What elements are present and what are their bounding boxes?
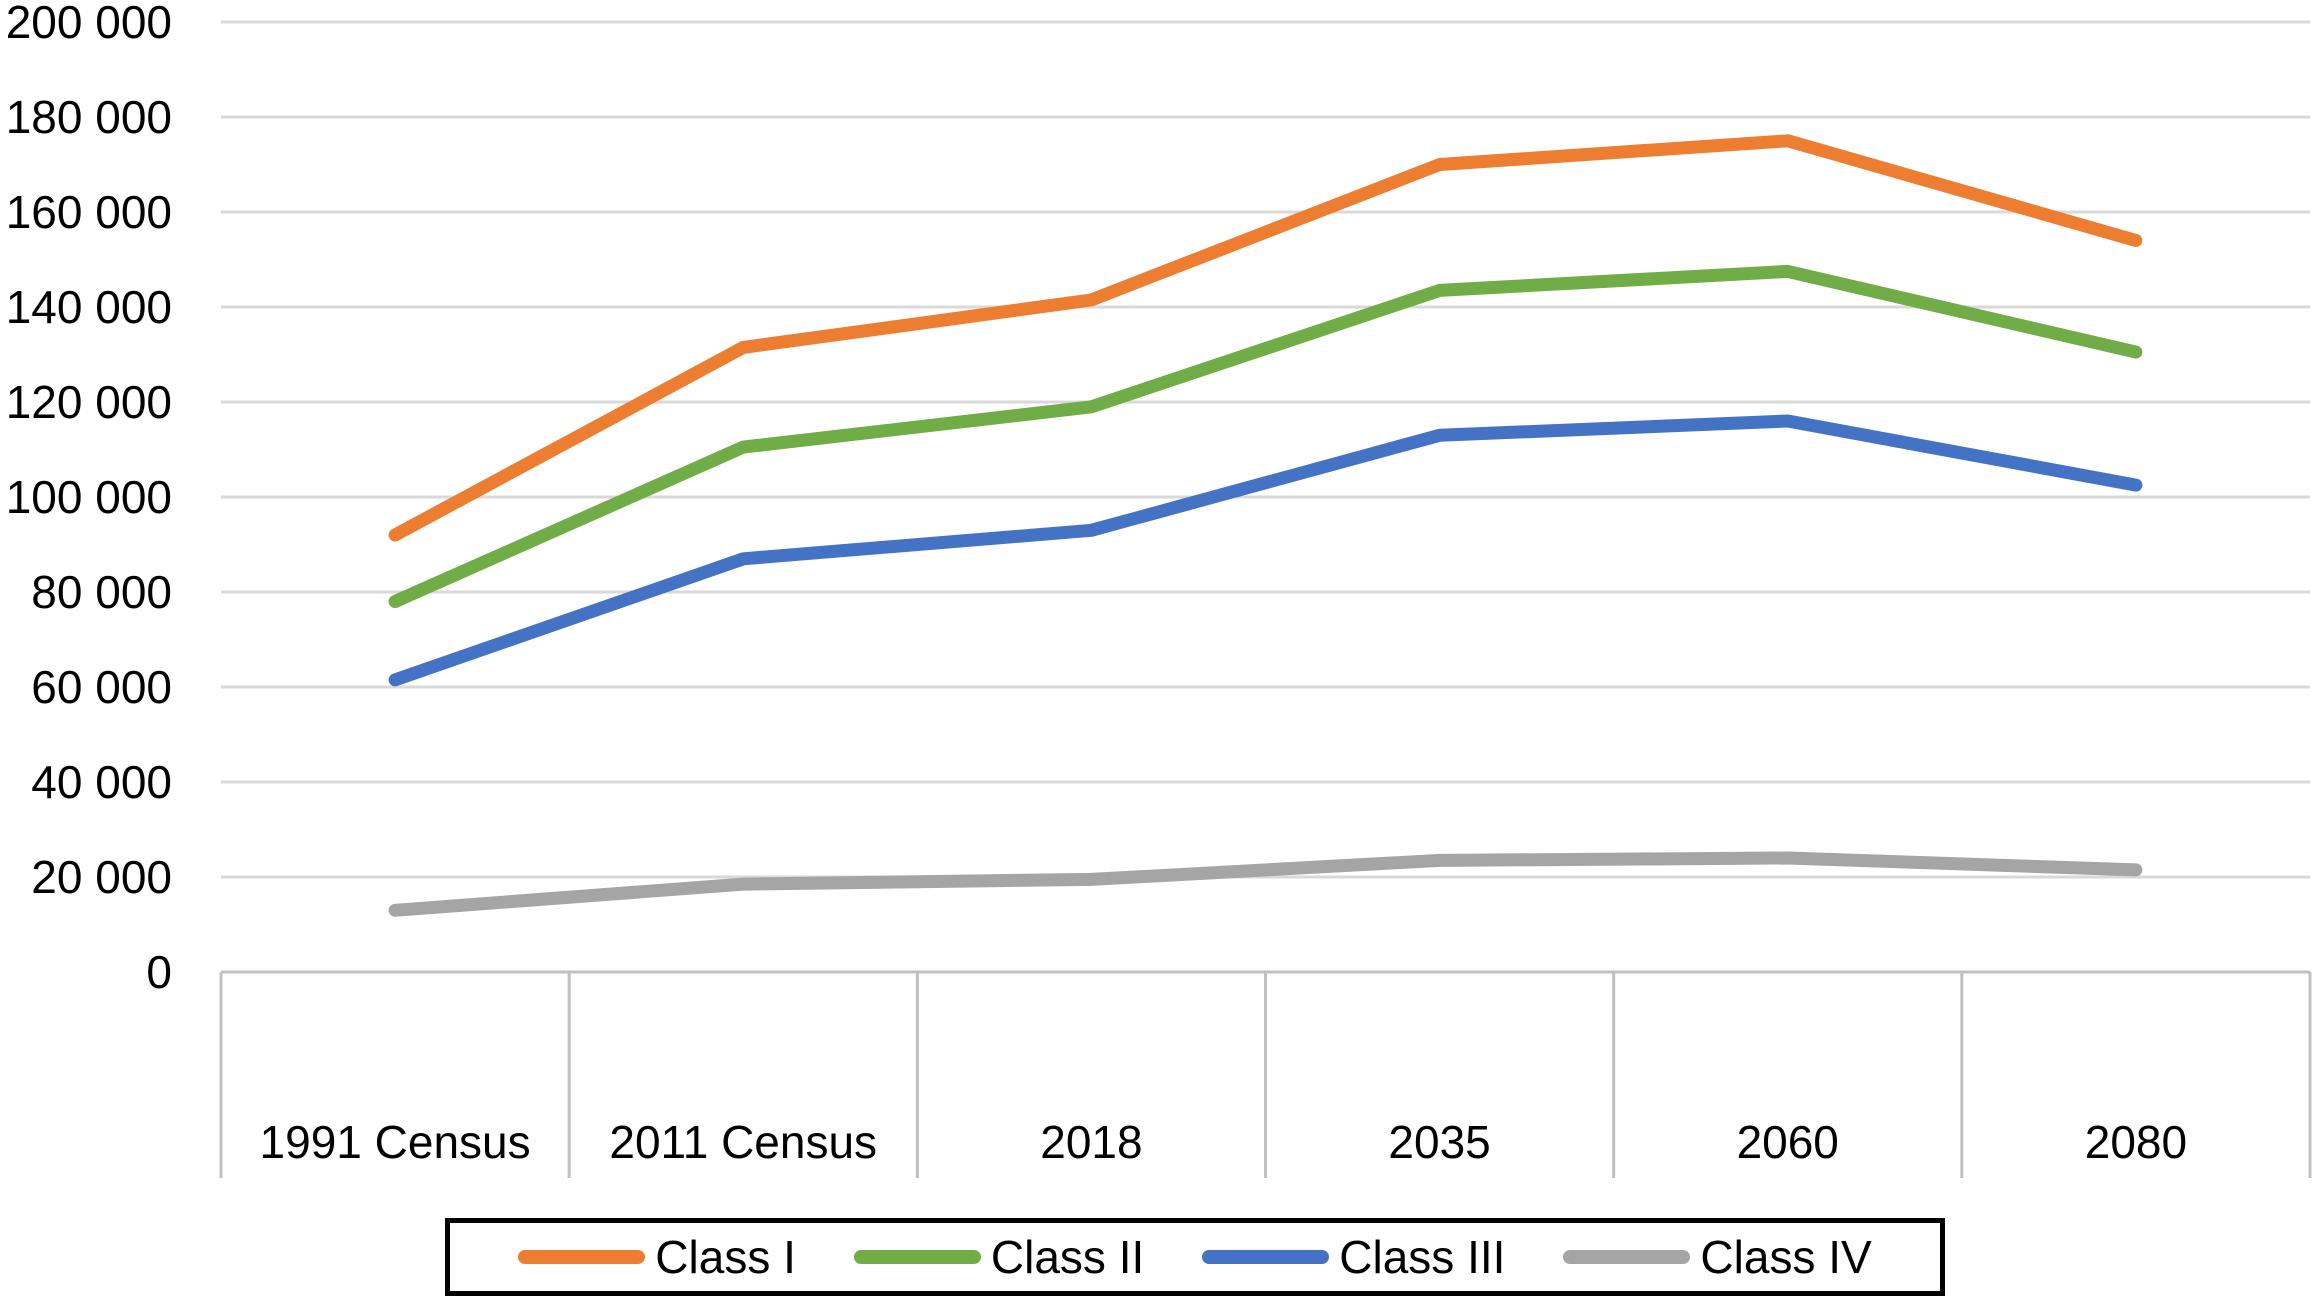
legend-item-class-i: Class I: [518, 1230, 796, 1284]
y-tick-label: 0: [146, 946, 172, 998]
legend-label: Class II: [990, 1231, 1145, 1283]
y-tick-label: 100 000: [5, 471, 172, 523]
legend-item-class-iv: Class IV: [1563, 1230, 1872, 1284]
category-label: 1991 Census: [259, 1116, 531, 1168]
y-tick-label: 160 000: [5, 186, 172, 238]
legend-line-swatch: [853, 1250, 981, 1264]
y-tick-label: 80 000: [31, 566, 172, 618]
y-tick-label: 140 000: [5, 281, 172, 333]
legend-item-class-iii: Class III: [1202, 1230, 1505, 1284]
y-tick-label: 20 000: [31, 851, 172, 903]
y-tick-label: 120 000: [5, 376, 172, 428]
y-tick-label: 180 000: [5, 91, 172, 143]
series-line-class-iii: [388, 414, 2143, 687]
category-label: 2018: [1040, 1116, 1143, 1168]
y-tick-label: 60 000: [31, 661, 172, 713]
legend-label: Class III: [1339, 1231, 1506, 1283]
series-line-class-ii: [388, 264, 2143, 608]
legend-label: Class IV: [1700, 1231, 1872, 1283]
category-label: 2060: [1736, 1116, 1839, 1168]
category-label: 2035: [1388, 1116, 1491, 1168]
category-label: 2011 Census: [609, 1116, 878, 1168]
category-label: 2080: [2084, 1116, 2188, 1168]
series-line-class-iv: [388, 851, 2143, 917]
legend-item-class-ii: Class II: [853, 1230, 1145, 1284]
chart-legend: Class I Class II Class III Class IV: [445, 1218, 1945, 1296]
legend-line-swatch: [518, 1250, 646, 1264]
legend-line-swatch: [1563, 1250, 1691, 1264]
legend-line-swatch: [1202, 1250, 1330, 1264]
y-tick-label: 40 000: [31, 756, 172, 808]
legend-label: Class I: [655, 1231, 796, 1283]
y-tick-label: 200 000: [5, 0, 172, 48]
series-line-class-i: [388, 134, 2143, 542]
